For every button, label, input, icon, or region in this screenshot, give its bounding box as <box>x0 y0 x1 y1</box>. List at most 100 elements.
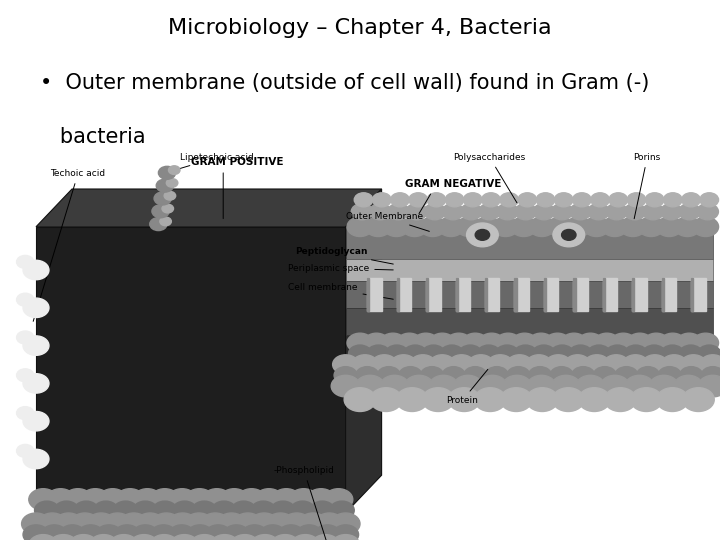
Circle shape <box>71 513 99 535</box>
Circle shape <box>576 375 605 397</box>
Circle shape <box>184 513 213 535</box>
Circle shape <box>201 513 230 535</box>
Circle shape <box>406 204 428 220</box>
Polygon shape <box>346 227 713 259</box>
Circle shape <box>594 333 620 353</box>
Circle shape <box>46 489 75 510</box>
Bar <box>573 278 588 310</box>
Circle shape <box>187 525 213 540</box>
Circle shape <box>561 333 587 353</box>
Circle shape <box>477 345 500 362</box>
Circle shape <box>675 217 701 237</box>
Circle shape <box>168 525 194 540</box>
Circle shape <box>352 355 378 374</box>
Circle shape <box>29 535 58 540</box>
Bar <box>426 278 441 310</box>
Circle shape <box>168 166 180 174</box>
Circle shape <box>429 375 458 397</box>
Circle shape <box>385 345 408 362</box>
Bar <box>632 278 634 310</box>
Circle shape <box>333 525 359 540</box>
Circle shape <box>168 513 197 535</box>
Circle shape <box>369 204 391 220</box>
Circle shape <box>78 525 104 540</box>
Circle shape <box>514 345 537 362</box>
Circle shape <box>606 345 629 362</box>
Circle shape <box>553 223 585 247</box>
Circle shape <box>456 217 482 237</box>
Circle shape <box>135 513 164 535</box>
Circle shape <box>391 355 417 374</box>
Circle shape <box>158 166 176 179</box>
Circle shape <box>442 204 464 220</box>
Circle shape <box>63 489 92 510</box>
Circle shape <box>354 193 373 207</box>
Circle shape <box>49 535 78 540</box>
Circle shape <box>584 355 610 374</box>
Circle shape <box>427 193 446 207</box>
Circle shape <box>611 333 636 353</box>
Circle shape <box>17 255 34 268</box>
Circle shape <box>116 489 145 510</box>
Bar <box>662 278 676 310</box>
Circle shape <box>23 374 49 393</box>
Bar <box>485 278 500 310</box>
Circle shape <box>624 345 647 362</box>
Circle shape <box>22 513 50 535</box>
Circle shape <box>372 355 397 374</box>
Circle shape <box>526 355 552 374</box>
Circle shape <box>170 535 199 540</box>
Circle shape <box>485 367 508 384</box>
Circle shape <box>565 217 591 237</box>
Circle shape <box>29 489 58 510</box>
Polygon shape <box>346 281 713 308</box>
Circle shape <box>479 204 500 220</box>
Bar <box>544 278 546 310</box>
Circle shape <box>150 535 179 540</box>
Circle shape <box>347 217 373 237</box>
Text: Protein: Protein <box>446 369 488 405</box>
Circle shape <box>153 501 177 519</box>
Circle shape <box>210 535 239 540</box>
Circle shape <box>663 193 682 207</box>
Circle shape <box>467 223 498 247</box>
Circle shape <box>113 501 138 519</box>
Circle shape <box>23 411 49 431</box>
Circle shape <box>272 489 301 510</box>
Circle shape <box>532 345 555 362</box>
Circle shape <box>334 367 357 384</box>
Circle shape <box>700 193 719 207</box>
Circle shape <box>631 388 662 411</box>
Circle shape <box>23 525 49 540</box>
Circle shape <box>344 388 376 411</box>
Polygon shape <box>36 189 382 227</box>
Circle shape <box>449 388 480 411</box>
Bar <box>691 278 693 310</box>
Circle shape <box>528 333 554 353</box>
Circle shape <box>133 501 158 519</box>
Circle shape <box>515 204 536 220</box>
Circle shape <box>315 513 343 535</box>
Circle shape <box>331 513 360 535</box>
Circle shape <box>365 217 391 237</box>
Bar <box>367 278 369 310</box>
Circle shape <box>356 375 384 397</box>
Circle shape <box>422 345 445 362</box>
Text: Cell membrane: Cell membrane <box>288 282 393 299</box>
Circle shape <box>627 193 646 207</box>
Circle shape <box>17 369 34 382</box>
Circle shape <box>533 204 554 220</box>
Circle shape <box>422 388 454 411</box>
Circle shape <box>529 217 555 237</box>
Circle shape <box>223 525 249 540</box>
Circle shape <box>661 345 684 362</box>
Circle shape <box>464 193 482 207</box>
Circle shape <box>266 513 294 535</box>
Text: •  Outer membrane (outside of cell wall) found in Gram (-): • Outer membrane (outside of cell wall) … <box>40 72 649 92</box>
Circle shape <box>680 355 706 374</box>
Circle shape <box>497 204 518 220</box>
Circle shape <box>23 298 49 318</box>
Circle shape <box>160 217 171 226</box>
Circle shape <box>482 193 500 207</box>
Circle shape <box>347 333 373 353</box>
